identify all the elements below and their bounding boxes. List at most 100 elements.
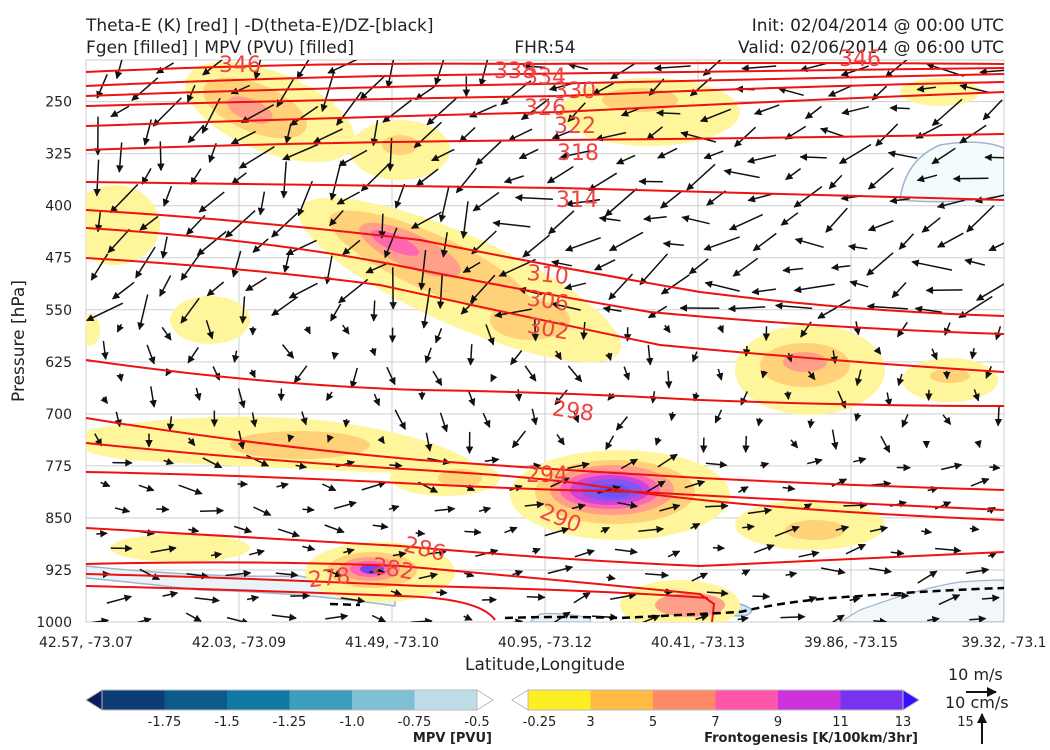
wind-vector <box>785 570 798 579</box>
wind-vector <box>777 86 804 97</box>
wind-vector <box>415 529 426 537</box>
wind-vector <box>338 149 368 167</box>
wind-vector <box>231 350 240 363</box>
theta-e-contour <box>86 561 716 622</box>
wind-vector <box>107 228 131 254</box>
wind-vector <box>530 408 539 426</box>
wind-vector <box>238 145 275 169</box>
wind-vector <box>793 283 835 294</box>
theta-e-label: 318 <box>557 141 599 166</box>
wind-vector <box>889 104 910 112</box>
wind-vector <box>325 613 349 621</box>
wind-vector <box>838 143 872 165</box>
wind-vector <box>329 209 344 227</box>
theta-e-contour <box>86 133 1004 151</box>
wind-vector <box>732 257 759 277</box>
wind-vector <box>979 68 1004 76</box>
wind-vector <box>464 528 482 536</box>
wind-vector <box>782 266 804 274</box>
theta-e-label: 326 <box>524 96 566 121</box>
wind-vector <box>847 243 868 251</box>
wind-vector <box>421 287 431 329</box>
wind-vector <box>608 273 634 301</box>
wind-vector <box>774 302 813 310</box>
wind-vector <box>969 347 978 360</box>
colorbar-tick-label: -0.5 <box>464 715 489 730</box>
wind-vector <box>594 259 616 271</box>
wind-vector <box>253 60 262 80</box>
wind-vector <box>866 252 894 276</box>
theta-e-contour <box>86 573 709 599</box>
wind-vector <box>469 274 496 303</box>
wind-vector <box>377 435 385 445</box>
wind-vector <box>969 615 987 622</box>
wind-vector <box>760 461 770 469</box>
mpv-colorbar: -1.75 -1.5 -1.25 -1.0 -0.75 -0.5 -0.25 <box>85 689 556 730</box>
wind-vector <box>333 500 357 510</box>
wind-vector <box>705 460 728 469</box>
wind-vector <box>336 191 361 205</box>
wind-vector <box>606 573 616 582</box>
wind-vector <box>225 569 252 578</box>
wind-vector <box>512 569 524 578</box>
wind-vector <box>160 236 168 259</box>
wind-vector <box>321 483 337 492</box>
wind-vector <box>524 500 545 509</box>
wind-vector <box>927 615 940 622</box>
wind-vector <box>210 551 223 559</box>
wind-vector <box>690 522 701 531</box>
wind-vector <box>394 409 406 430</box>
wind-vector <box>938 594 961 606</box>
wind-vector <box>664 370 673 389</box>
wind-vector <box>559 150 590 160</box>
wind-vector <box>478 506 492 514</box>
wind-vector <box>830 350 838 365</box>
wind-vector <box>394 183 406 209</box>
wind-vector <box>439 412 449 433</box>
wind-vector <box>282 143 319 161</box>
wind-vector <box>240 104 275 124</box>
y-tick-label: 925 <box>45 563 72 579</box>
colorbar-segment <box>528 690 591 710</box>
wind-vector <box>660 190 683 209</box>
wind-vector <box>544 526 570 537</box>
wind-vector <box>884 392 893 407</box>
wind-vector <box>96 529 108 538</box>
colorbar-segment <box>289 690 352 710</box>
wind-vector <box>463 613 473 621</box>
wind-vector <box>916 174 938 183</box>
wind-vector <box>841 105 870 116</box>
wind-vector <box>831 429 839 450</box>
wind-vector <box>780 212 799 226</box>
y-axis-ticks: 250 325 400 475 550 625 700 775 850 925 1000 <box>36 95 72 631</box>
wind-vector <box>86 302 124 322</box>
wind-vector <box>873 617 888 622</box>
wind-vector <box>889 196 910 205</box>
wind-vector <box>743 345 751 357</box>
wind-vector <box>981 594 1000 602</box>
wind-vector <box>418 572 439 580</box>
wind-vector <box>289 105 319 127</box>
wind-vector <box>867 167 894 190</box>
y-tick-label: 550 <box>45 303 72 319</box>
wind-vector <box>392 550 407 559</box>
wind-vector <box>550 477 570 488</box>
wind-vector <box>608 231 644 252</box>
wind-vector <box>935 546 962 554</box>
wind-vector <box>303 325 311 335</box>
wind-vector <box>116 373 124 382</box>
wind-vector <box>925 286 963 295</box>
wind-vector <box>230 130 257 145</box>
header-left-line1: Theta-E (K) [red] | -D(theta-E)/DZ-[blac… <box>85 16 434 36</box>
colorbar-segment <box>227 690 290 710</box>
wind-vector <box>843 501 868 510</box>
colorbar-frame <box>101 689 478 711</box>
wind-vector <box>248 369 256 379</box>
wind-vector <box>937 232 964 248</box>
wind-vector <box>959 83 991 94</box>
theta-e-contour <box>86 442 1004 521</box>
wind-vector <box>598 215 621 223</box>
wind-vector <box>424 347 432 364</box>
colorbar-extend-right <box>902 689 920 711</box>
wind-vector <box>580 322 588 340</box>
